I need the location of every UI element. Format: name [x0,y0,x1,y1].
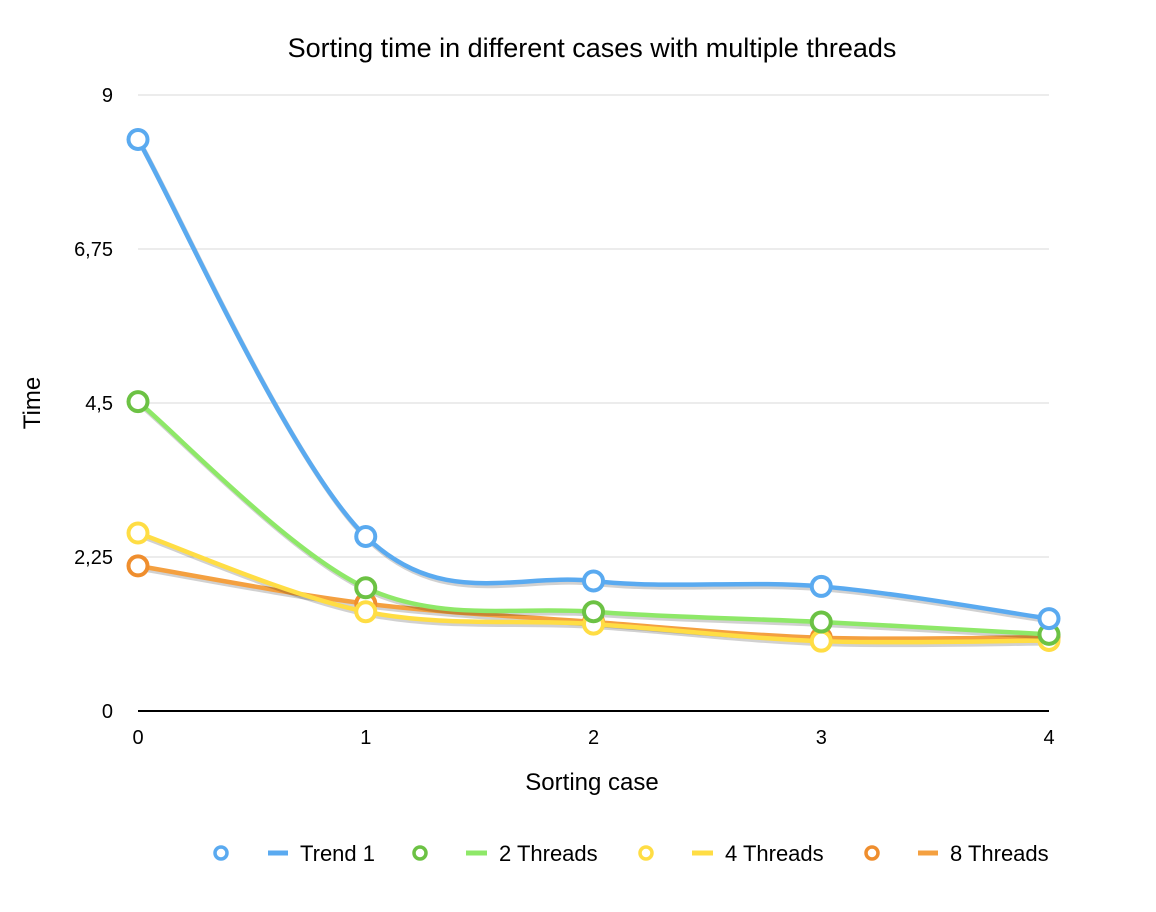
y-axis-title: Time [19,377,46,429]
legend-item: 2 Threads [412,841,598,866]
legend-marker [412,845,428,861]
data-point [809,610,833,634]
data-point [354,524,378,548]
x-tick-labels: 0 1 2 3 4 [132,727,1054,749]
y-tick-label: 4,5 [85,393,113,415]
legend-item: 4 Threads [638,841,824,866]
series-2-threads [126,390,1061,646]
data-point [809,574,833,598]
data-point [354,576,378,600]
x-axis-title: Sorting case [525,769,658,796]
x-tick-label: 2 [588,727,599,749]
legend-item: Trend 1 [213,841,375,866]
legend-item: 8 Threads [864,841,1049,866]
legend-label: Trend 1 [300,841,375,866]
data-point [126,521,150,545]
y-tick-label: 2,25 [74,547,113,569]
series-group [126,127,1061,653]
legend-label: 4 Threads [725,841,824,866]
data-point [582,569,605,593]
series-trend-1 [126,127,1061,631]
y-tick-label: 9 [102,85,113,107]
series-line [135,137,1052,621]
grid-lines [138,94,1049,558]
x-tick-label: 1 [360,727,371,749]
data-point [126,554,150,578]
data-point [809,629,833,653]
data-point [126,127,150,151]
legend-marker [864,845,880,861]
legend-marker [213,845,229,861]
data-point [354,600,378,624]
legend-marker [638,845,654,861]
legend-label: 8 Threads [950,841,1049,866]
x-tick-label: 0 [132,727,143,749]
legend-label: 2 Threads [499,841,598,866]
chart-title: Sorting time in different cases with mul… [288,33,897,63]
data-point [126,390,150,414]
data-point [582,600,605,624]
y-tick-label: 6,75 [74,239,113,261]
legend: Trend 1 2 Threads 4 Threads 8 Threads [213,841,1049,866]
data-point [1037,607,1061,631]
y-tick-label: 0 [102,701,113,723]
series-line-shadow [137,140,1051,624]
x-tick-label: 4 [1043,727,1054,749]
y-tick-labels: 0 2,25 4,5 6,75 9 [74,85,113,723]
x-tick-label: 3 [816,727,827,749]
